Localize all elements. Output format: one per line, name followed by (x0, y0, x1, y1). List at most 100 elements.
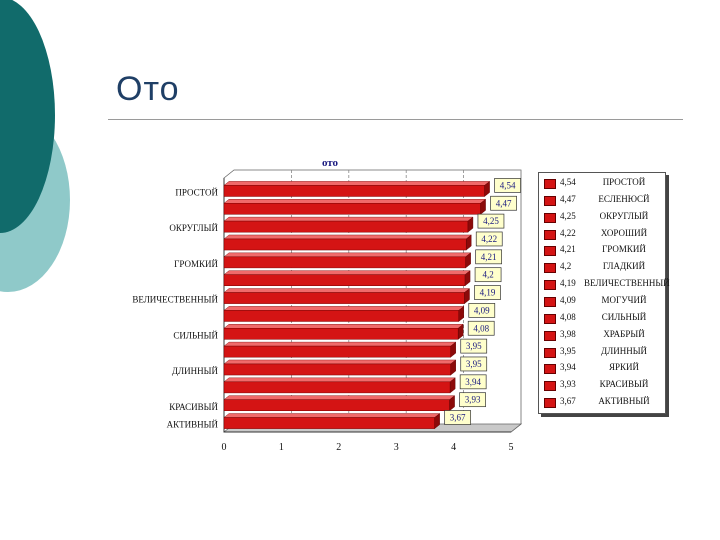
legend-value: 4,25 (560, 210, 576, 221)
legend-item: 4,2 ГЛАДКИЙ (539, 259, 665, 275)
legend-item: 4,19 ВЕЛИЧЕСТВЕННЫЙ (539, 276, 670, 292)
legend-value: 4,21 (560, 244, 576, 255)
bar-top-face (223, 324, 464, 329)
data-label: 3,95 (466, 359, 482, 369)
legend-label: ВЕЛИЧЕСТВЕННЫЙ (584, 278, 670, 289)
slide-title: Ото (116, 70, 180, 108)
legend-swatch (544, 347, 556, 358)
legend-item: 4,47 ЕСЛЕНЮСЙ (539, 192, 665, 208)
bar-end-face (466, 234, 472, 251)
legend-item: 4,09 МОГУЧИЙ (539, 293, 665, 309)
legend-item: 4,08 СИЛЬНЫЙ (539, 310, 665, 326)
bar (223, 256, 466, 269)
bar-top-face (223, 216, 474, 222)
data-label: 4,25 (483, 216, 499, 226)
category-label: ОКРУГЛЫЙ (169, 223, 218, 233)
bar-top-face (223, 306, 465, 311)
bar (223, 328, 459, 340)
legend-label: МОГУЧИЙ (601, 295, 647, 305)
category-label: КРАСИВЫЙ (169, 402, 218, 412)
legend-label: ГЛАДКИЙ (602, 261, 646, 272)
data-label: 4,19 (480, 288, 496, 298)
legend-swatch (544, 229, 556, 240)
legend-value: 4,08 (560, 311, 576, 322)
data-label: 4,08 (473, 323, 489, 333)
bar-top-face (223, 377, 456, 383)
data-label: 3,94 (465, 377, 481, 387)
legend-swatch (544, 398, 556, 409)
bar-end-face (434, 413, 440, 430)
legend-label: ДЛИННЫЙ (600, 345, 648, 356)
chart-title: ото (321, 157, 339, 169)
chart-legend: 4,54 ПРОСТОЙ 4,47 ЕСЛЕНЮСЙ 4,25 ОКРУГЛЫЙ 4,22 Х… (538, 172, 670, 414)
category-label: ГРОМКИЙ (174, 259, 218, 269)
x-tick-label: 0 (222, 442, 227, 453)
legend-item: 3,67 АКТИВНЫЙ (539, 394, 665, 410)
data-label: 4,47 (496, 198, 512, 208)
legend-item: 3,94 ЯРКИЙ (539, 360, 665, 376)
bar (223, 203, 481, 215)
bar-end-face (467, 216, 474, 233)
legend-item: 4,25 ОКРУГЛЫЙ (539, 209, 665, 225)
legend-item: 4,22 ХОРОШИЙ (539, 226, 665, 242)
legend-swatch (544, 280, 556, 291)
legend-item: 3,98 ХРАБРЫЙ (539, 327, 665, 343)
category-label: ДЛИННЫЙ (172, 366, 219, 376)
bar (223, 310, 460, 322)
data-label: 4,54 (500, 180, 516, 190)
bar (223, 220, 469, 233)
data-label: 3,93 (465, 395, 481, 405)
legend-swatch (544, 313, 556, 324)
bar-end-face (464, 270, 471, 287)
legend-value: 3,94 (560, 362, 576, 373)
bar-end-face (449, 377, 456, 394)
category-label: ВЕЛИЧЕСТВЕННЫЙ (132, 295, 218, 305)
bar-end-face (465, 252, 471, 269)
bar-top-face (223, 359, 457, 365)
legend-item: 3,93 КРАСИВЫЙ (539, 377, 665, 393)
data-label: 4,22 (481, 234, 497, 244)
data-label-box (474, 285, 501, 300)
category-label: АКТИВНЫЙ (167, 420, 219, 430)
bar (223, 185, 485, 197)
x-tick-label: 4 (451, 442, 456, 453)
category-label: СИЛЬНЫЙ (173, 330, 218, 340)
legend-value: 4,22 (560, 227, 576, 238)
legend-swatch (544, 381, 556, 392)
bar-top-face (223, 199, 487, 204)
data-label: 3,95 (466, 341, 482, 351)
bar-end-face (464, 288, 470, 305)
x-tick-label: 2 (336, 442, 341, 453)
legend-value: 3,67 (560, 396, 576, 407)
legend-swatch (544, 179, 556, 189)
legend-swatch (544, 297, 556, 307)
bar (223, 292, 465, 304)
bar-top-face (223, 395, 456, 400)
data-label-box (468, 303, 496, 318)
bar-top-face (223, 252, 472, 258)
bar-top-face (223, 181, 491, 186)
data-label-box (490, 195, 517, 211)
legend-item: 3,95 ДЛИННЫЙ (539, 344, 665, 360)
legend-label: ГРОМКИЙ (602, 244, 646, 255)
data-label-box (460, 338, 488, 354)
bar-end-face (458, 305, 464, 322)
category-label: ПРОСТОЙ (175, 187, 218, 197)
x-tick-label: 5 (509, 442, 514, 453)
legend-swatch (544, 195, 556, 206)
legend-value: 3,93 (560, 379, 576, 390)
legend-swatch (544, 263, 556, 274)
legend-value: 4,09 (560, 295, 576, 305)
legend-label: КРАСИВЫЙ (599, 379, 649, 390)
data-label-box (467, 320, 495, 336)
legend-swatch (544, 246, 556, 257)
bar-end-face (450, 359, 456, 376)
data-label-box (474, 267, 502, 283)
data-label-box (494, 178, 521, 193)
data-label-box (460, 356, 488, 372)
legend-value: 3,95 (560, 345, 576, 356)
legend-value: 4,47 (560, 193, 576, 204)
legend-label: ЯРКИЙ (608, 362, 639, 373)
bar (223, 417, 435, 429)
